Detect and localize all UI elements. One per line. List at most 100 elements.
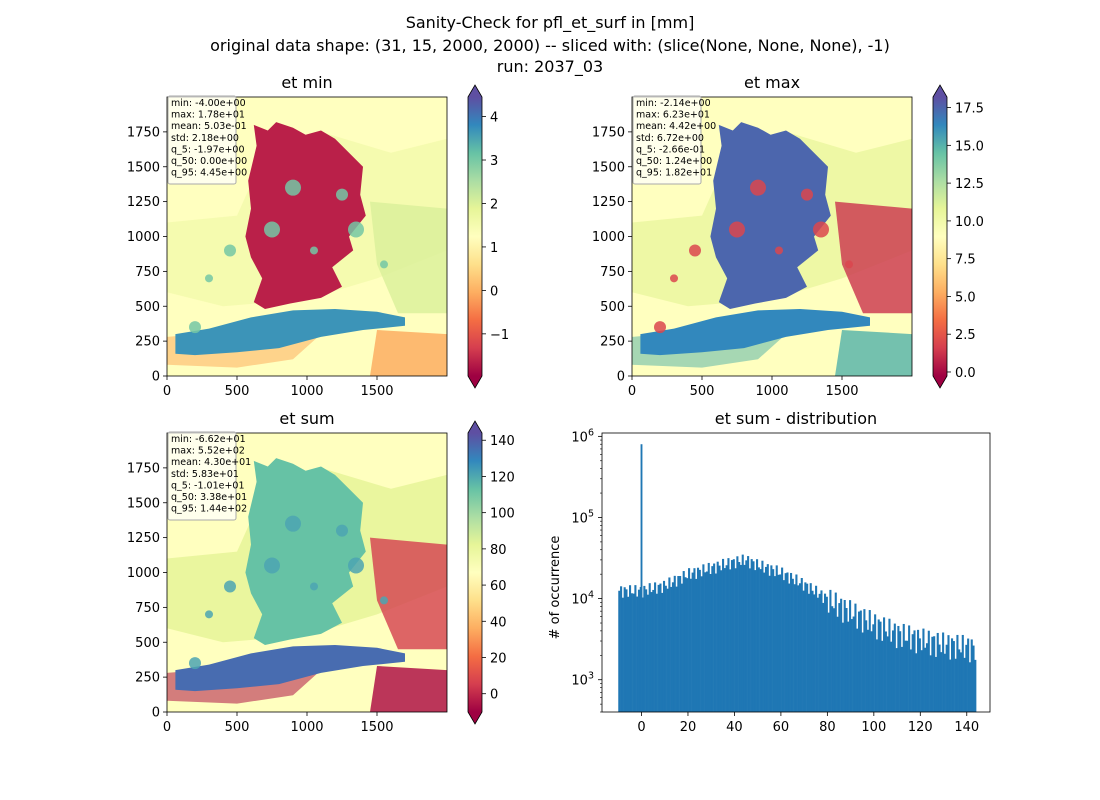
stats-line: std: 6.72e+00: [636, 133, 704, 144]
histogram-bar: [840, 598, 843, 712]
histogram-bar: [713, 563, 716, 712]
histogram-bar: [696, 567, 700, 712]
colorbar: 4 3 2 1 0 −1: [467, 84, 509, 389]
heatmap-panel-0: et min 0 500 1000 1500 0 250 500 750 1000 1250 1500…: [127, 73, 509, 399]
histogram-bar: [945, 644, 948, 712]
stats-line: mean: 4.30e+01: [171, 457, 251, 468]
histogram-bar: [738, 562, 741, 712]
stats-line: q_50: 3.38e+01: [171, 492, 247, 503]
histogram-bar: [893, 623, 896, 712]
heatmap-east-region: [370, 201, 447, 314]
heatmap-spot: [189, 657, 201, 670]
histogram-bar: [659, 583, 662, 712]
histogram-bar: [725, 565, 728, 712]
histogram-bar: [845, 608, 848, 712]
stats-line: mean: 4.42e+00: [636, 121, 716, 132]
stats-line: min: -6.62e+01: [171, 434, 246, 445]
figure-title-line-3: run: 2037_03: [496, 57, 604, 76]
heatmap-spot: [801, 188, 813, 201]
histogram-bar: [620, 586, 623, 712]
stats-line: mean: 5.03e-01: [171, 121, 247, 132]
histogram-bar: [911, 634, 914, 712]
histogram-bar: [750, 559, 753, 712]
stats-line: max: 1.78e+01: [171, 110, 245, 121]
histogram-bar: [702, 564, 705, 712]
heatmap-spot: [285, 179, 301, 196]
histogram-bar: [925, 643, 929, 712]
histogram-bar: [841, 622, 844, 712]
heatmap-spot: [845, 260, 853, 269]
colorbar-tick-label: 5.0: [955, 290, 976, 305]
histogram-bar: [768, 575, 771, 712]
histogram-bar: [654, 582, 657, 712]
histogram-bar: [698, 569, 701, 712]
histogram-bar: [798, 583, 802, 712]
histogram-bar: [920, 650, 923, 712]
histogram-bar: [729, 569, 732, 712]
histogram-bar: [956, 634, 959, 712]
histogram-bar: [623, 587, 626, 712]
colorbar-extend-bottom: [468, 376, 482, 388]
histogram-bar: [877, 619, 880, 712]
histogram-bar: [872, 624, 875, 712]
histogram-bar: [874, 614, 877, 712]
hist-x-tick-label: 60: [773, 720, 790, 735]
heatmap-title: et sum: [279, 409, 334, 428]
x-tick-label: 500: [225, 384, 250, 399]
histogram-bar: [652, 589, 655, 712]
histogram-bar: [777, 574, 780, 712]
y-tick-label: 0: [152, 706, 160, 721]
histogram-bar: [800, 578, 803, 712]
stats-line: q_50: 1.24e+00: [636, 156, 712, 167]
histogram-bar: [766, 564, 769, 712]
histogram-bar: [899, 631, 902, 712]
histogram-bar: [929, 655, 932, 712]
heatmap-spot: [310, 582, 318, 591]
histogram-bar: [940, 652, 943, 712]
heatmap-title: et min: [281, 73, 332, 92]
histogram-bar: [670, 586, 673, 712]
x-tick-label: 0: [163, 384, 171, 399]
heatmap-title: et max: [744, 73, 800, 92]
histogram-bar: [908, 625, 911, 712]
histogram-bar: [772, 569, 775, 712]
histogram-bar: [668, 577, 671, 712]
heatmap-spot: [224, 580, 236, 593]
stats-box-background: [167, 431, 237, 521]
histogram-bar: [662, 580, 666, 712]
y-tick-label: 1500: [592, 160, 625, 175]
histogram-bar: [761, 560, 764, 712]
histogram-bar: [673, 575, 676, 712]
histogram-bar: [954, 658, 957, 712]
colorbar-tick-label: 2: [490, 197, 498, 212]
stats-line: q_5: -1.97e+00: [171, 144, 245, 155]
histogram-bar: [764, 566, 768, 712]
histogram-bar: [688, 568, 691, 712]
histogram-bar: [711, 566, 714, 712]
colorbar-extend-bottom: [468, 712, 482, 724]
y-tick-label: 750: [135, 601, 160, 616]
x-tick-label: 1000: [290, 720, 323, 735]
hist-y-tick-label: 103: [571, 671, 594, 689]
histogram-bar: [820, 590, 823, 712]
histogram-bar: [675, 586, 678, 712]
histogram-bar: [734, 568, 737, 712]
histogram-bar: [868, 610, 871, 712]
stats-line: min: -4.00e+00: [171, 98, 246, 109]
histogram-bar: [825, 596, 828, 712]
histogram-bar: [754, 570, 757, 712]
histogram-bar: [621, 597, 624, 712]
colorbar-tick-label: 60: [490, 579, 507, 594]
histogram-bar: [722, 558, 725, 712]
y-tick-label: 0: [152, 370, 160, 385]
histogram-bar: [786, 572, 789, 712]
colorbar-extend-top: [468, 85, 482, 97]
histogram-bar: [958, 649, 961, 712]
histogram-bar: [795, 574, 798, 712]
colorbar-tick-label: 10.0: [955, 215, 984, 230]
histogram-bar: [782, 580, 785, 712]
stats-line: q_95: 1.44e+02: [171, 504, 247, 515]
stats-line: q_5: -2.66e-01: [636, 144, 705, 155]
histogram-bar: [637, 589, 641, 712]
y-tick-label: 1750: [127, 461, 160, 476]
